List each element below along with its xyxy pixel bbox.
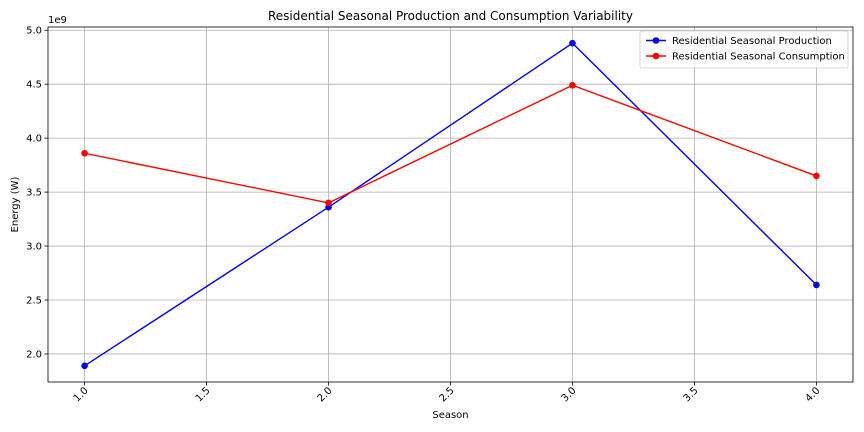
legend: Residential Seasonal Production Residenti… [639, 30, 849, 69]
y-tick-label: 3.0 [26, 242, 42, 253]
legend-entry: Residential Seasonal Production [646, 36, 832, 47]
data-point [81, 149, 88, 157]
data-point [569, 81, 576, 89]
y-tick-label: 2.0 [26, 349, 42, 360]
y-tick-label: 4.5 [26, 80, 42, 91]
data-point [813, 172, 820, 180]
series-2 [81, 81, 820, 207]
y-tick-label: 3.5 [26, 188, 42, 199]
data-point [813, 281, 820, 289]
data-point [325, 199, 332, 207]
legend-entry: Residential Seasonal Consumption [646, 52, 845, 63]
y-tick-label: 4.0 [26, 134, 42, 145]
legend-marker [652, 52, 660, 60]
y-axis: 2.0 2.5 3.0 3.5 4.0 4.5 5.0 [26, 26, 48, 360]
legend-box [639, 30, 849, 69]
y-tick-label: 5.0 [26, 26, 42, 37]
series-line [84, 84, 817, 204]
series-line [84, 42, 817, 367]
x-axis-label: Season [432, 410, 468, 421]
data-point [81, 362, 88, 370]
series-group [81, 39, 820, 370]
chart-title: Residential Seasonal Production and Cons… [268, 9, 633, 23]
y-tick-label: 2.5 [26, 295, 42, 306]
y-axis-offset-label: 1e9 [48, 15, 67, 26]
legend-label: Residential Seasonal Production [672, 36, 832, 47]
data-point [569, 39, 576, 47]
legend-label: Residential Seasonal Consumption [672, 52, 845, 63]
legend-marker [652, 37, 660, 44]
y-axis-label: Energy (W) [10, 176, 21, 232]
